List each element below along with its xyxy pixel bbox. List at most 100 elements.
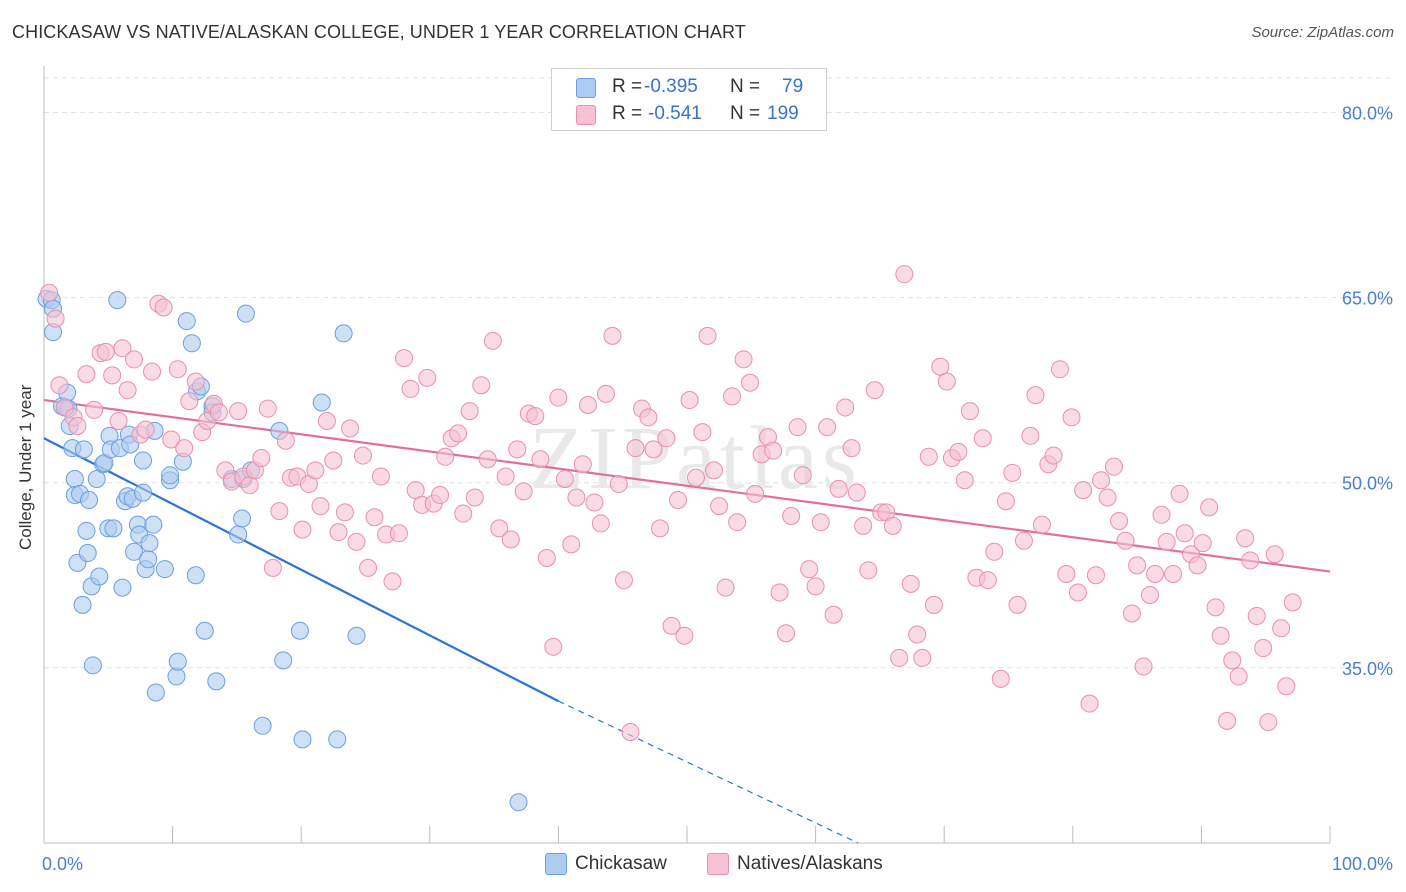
y-tick-label: 80.0%: [1342, 104, 1393, 124]
natives-point: [1236, 529, 1255, 548]
natives-point: [949, 442, 968, 461]
points-layer: [37, 265, 1302, 812]
natives-point: [764, 441, 783, 460]
natives-point: [483, 331, 502, 350]
natives-point: [180, 392, 199, 411]
natives-point: [395, 349, 414, 368]
natives-point: [454, 504, 473, 523]
natives-point: [324, 451, 343, 470]
natives-point: [847, 483, 866, 502]
natives-point: [960, 402, 979, 421]
natives-point: [1265, 545, 1284, 564]
natives-point: [1068, 583, 1087, 602]
y-tick-label: 50.0%: [1342, 474, 1393, 494]
natives-point: [154, 298, 173, 317]
natives-point: [818, 418, 837, 437]
natives-point: [168, 360, 187, 379]
natives-point: [931, 357, 950, 376]
natives-point: [353, 446, 372, 465]
bottom-legend-swatch-pink: [707, 853, 729, 875]
natives-point: [341, 419, 360, 438]
natives-point: [614, 571, 633, 590]
chickasaw-point: [177, 312, 196, 331]
natives-point: [365, 508, 384, 527]
legend-n-label: N =: [730, 76, 761, 97]
natives-point: [1200, 498, 1219, 517]
natives-point: [258, 399, 277, 418]
natives-point: [270, 502, 289, 521]
y-tick-label: 35.0%: [1342, 659, 1393, 679]
natives-point: [77, 365, 96, 384]
chickasaw-point: [274, 651, 293, 670]
natives-point: [978, 571, 997, 590]
chickasaw-point: [312, 393, 331, 412]
natives-point: [919, 447, 938, 466]
chickasaw-point: [195, 621, 214, 640]
chickasaw-point: [73, 595, 92, 614]
label-layer: 35.0% 50.0% 65.0% 80.0% 0.0% 100.0%: [42, 104, 1393, 874]
natives-point: [103, 366, 122, 385]
chickasaw-point: [253, 716, 272, 735]
natives-point: [109, 412, 128, 431]
chickasaw-point: [77, 521, 96, 540]
natives-point: [549, 388, 568, 407]
chickasaw-point: [108, 291, 127, 310]
legend-swatch-pink: [576, 105, 596, 125]
natives-point: [728, 513, 747, 532]
natives-point: [531, 450, 550, 469]
natives-point: [567, 488, 586, 507]
natives-point: [865, 381, 884, 400]
natives-point: [1193, 534, 1212, 553]
x-tick-label-min: 0.0%: [42, 854, 83, 874]
chickasaw-point: [146, 683, 165, 702]
natives-point: [800, 560, 819, 579]
natives-point: [555, 470, 574, 489]
natives-point: [436, 447, 455, 466]
natives-point: [472, 376, 491, 395]
natives-point: [985, 542, 1004, 561]
natives-point: [1140, 585, 1159, 604]
natives-point: [306, 461, 325, 480]
natives-point: [1021, 426, 1040, 445]
natives-point: [406, 481, 425, 500]
legend-r-label: R =: [612, 76, 643, 97]
natives-point: [1026, 386, 1045, 405]
natives-point: [1032, 515, 1051, 534]
natives-point: [770, 583, 789, 602]
natives-point: [644, 440, 663, 459]
natives-point: [596, 384, 615, 403]
chickasaw-point: [168, 652, 187, 671]
natives-point: [85, 400, 104, 419]
natives-point: [639, 408, 658, 427]
natives-point: [883, 516, 902, 535]
chickasaw-point: [87, 470, 106, 489]
legend: R = -0.395 N = 79 R = -0.541 N = 199: [551, 68, 827, 131]
natives-point: [621, 722, 640, 741]
natives-point: [895, 265, 914, 284]
natives-point: [401, 379, 420, 398]
natives-point: [1050, 360, 1069, 379]
natives-point: [698, 326, 717, 345]
natives-point: [675, 626, 694, 645]
natives-point: [359, 558, 378, 577]
natives-point: [263, 558, 282, 577]
natives-point: [1277, 677, 1296, 696]
natives-point: [311, 497, 330, 516]
source-label: Source: ZipAtlas.com: [1251, 24, 1394, 41]
natives-point: [96, 342, 115, 361]
natives-point: [1074, 481, 1093, 500]
natives-point: [585, 493, 604, 512]
natives-point: [734, 350, 753, 369]
chickasaw-point: [125, 542, 144, 561]
chickasaw-point: [80, 490, 99, 509]
natives-point: [1247, 606, 1266, 625]
natives-point: [1211, 626, 1230, 645]
y-tick-label: 65.0%: [1342, 289, 1393, 309]
trend-layer: [43, 398, 1331, 844]
natives-point: [478, 450, 497, 469]
natives-point: [229, 402, 248, 421]
natives-point: [562, 535, 581, 554]
legend-n-value: 79: [782, 76, 804, 97]
natives-point: [1229, 667, 1248, 686]
natives-point: [1008, 595, 1027, 614]
